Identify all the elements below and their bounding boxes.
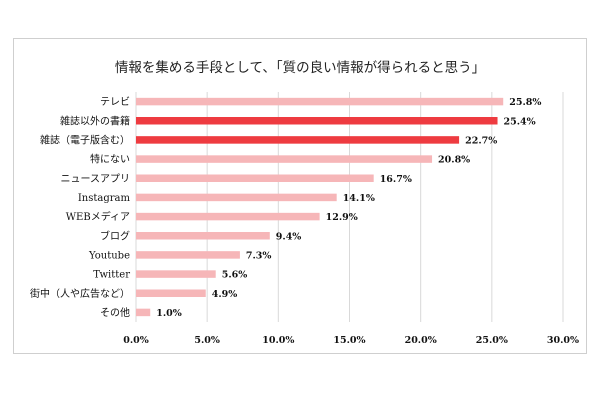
bar xyxy=(136,117,498,125)
bar xyxy=(136,270,216,278)
x-tick-label: 25.0% xyxy=(476,335,508,346)
bar xyxy=(136,97,504,106)
value-label: 4.9% xyxy=(212,289,238,300)
value-label: 12.9% xyxy=(326,212,358,223)
category-label: ブログ xyxy=(100,229,130,242)
category-label: 街中（人や広告など） xyxy=(30,287,130,300)
x-tick-label: 5.0% xyxy=(194,335,220,346)
bar xyxy=(136,212,320,221)
value-label: 22.7% xyxy=(465,135,497,146)
value-label: 5.6% xyxy=(222,270,248,281)
x-tick-label: 0.0% xyxy=(123,335,149,346)
value-label: 16.7% xyxy=(380,174,412,185)
bar xyxy=(136,289,206,297)
category-label: Youtube xyxy=(88,250,130,261)
value-label: 9.4% xyxy=(276,231,302,242)
bar xyxy=(136,174,374,182)
value-label: 1.0% xyxy=(156,308,182,319)
bar xyxy=(136,155,433,163)
bar xyxy=(136,136,460,144)
category-label: 雑誌（電子版含む） xyxy=(40,133,130,146)
x-tick-label: 15.0% xyxy=(333,335,365,346)
value-label: 25.4% xyxy=(504,116,536,127)
category-label: その他 xyxy=(100,306,130,319)
bar xyxy=(136,232,270,240)
category-label: WEBメディア xyxy=(66,210,130,223)
value-label: 20.8% xyxy=(438,155,470,166)
category-label: Twitter xyxy=(93,270,130,281)
x-tick-label: 30.0% xyxy=(547,335,579,346)
chart-title: 情報を集める手段として、「質の良い情報が得られると思う」 xyxy=(115,59,485,76)
value-label: 7.3% xyxy=(246,250,272,261)
category-label: テレビ xyxy=(100,96,130,108)
value-label: 14.1% xyxy=(343,193,375,204)
x-tick-label: 10.0% xyxy=(262,335,294,346)
x-tick-label: 20.0% xyxy=(405,335,437,346)
category-label: 雑誌以外の書籍 xyxy=(60,114,130,127)
value-label: 25.8% xyxy=(509,97,541,108)
bar xyxy=(136,308,151,317)
bar xyxy=(136,251,240,259)
category-label: 特にない xyxy=(90,154,130,166)
bar xyxy=(136,193,337,202)
category-label: ニュースアプリ xyxy=(61,173,131,185)
category-label: Instagram xyxy=(78,193,131,204)
